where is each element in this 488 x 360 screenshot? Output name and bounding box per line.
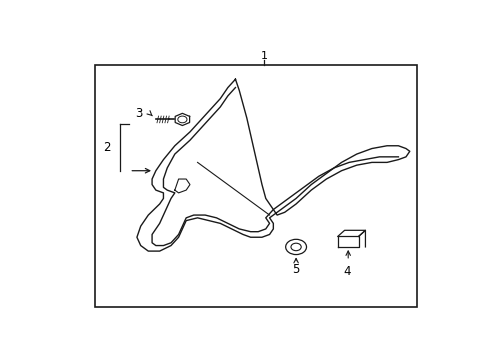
Text: 5: 5 (292, 262, 299, 276)
Text: 1: 1 (260, 51, 267, 61)
Text: 3: 3 (135, 107, 142, 120)
Bar (95, 66, 417, 307)
Text: 2: 2 (102, 141, 110, 154)
Text: 4: 4 (343, 265, 350, 278)
